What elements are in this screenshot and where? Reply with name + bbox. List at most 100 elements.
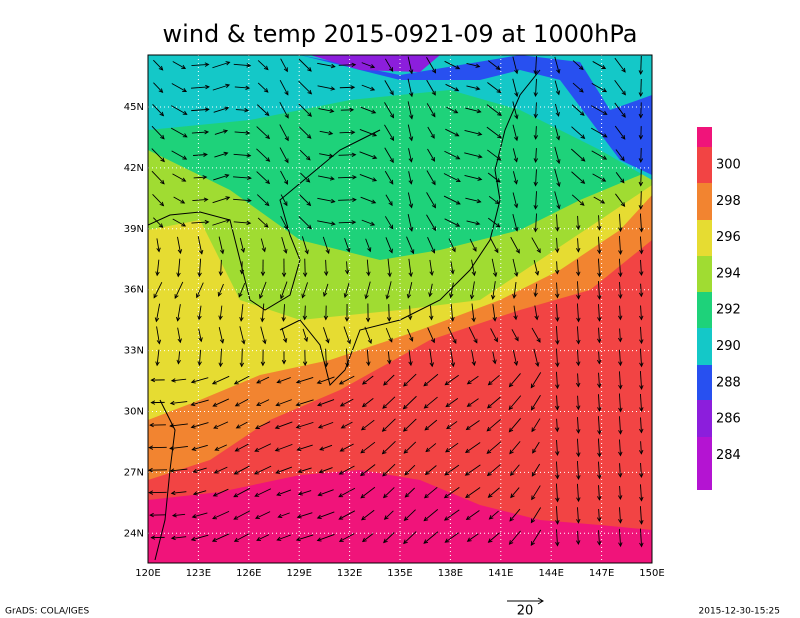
wind-vector-head — [431, 90, 436, 96]
wind-vector-head — [409, 336, 414, 342]
wind-vector-head — [639, 428, 644, 434]
wind-vector-head — [322, 292, 328, 298]
wind-vector — [577, 438, 579, 457]
wind-vector-head — [244, 108, 250, 113]
wind-vector-head — [381, 427, 387, 432]
wind-vector-head — [471, 271, 477, 277]
wind-vector-head — [533, 92, 538, 98]
wind-vector-head — [597, 452, 602, 458]
wind-vector-head — [367, 339, 372, 345]
wind-vector-head — [238, 292, 243, 298]
wind-vector-head — [408, 179, 413, 185]
wind-vector — [198, 349, 202, 366]
wind-vector-head — [218, 315, 223, 321]
wind-vector — [280, 281, 288, 299]
wind-vector — [619, 305, 621, 320]
wind-vector-head — [223, 129, 229, 134]
wind-vector — [260, 326, 266, 344]
lon-tick-label: 129E — [286, 568, 311, 579]
wind-vector-head — [149, 422, 154, 428]
lon-tick-label: 120E — [135, 568, 160, 579]
wind-vector — [487, 60, 501, 70]
wind-vector-head — [204, 107, 210, 112]
wind-vector — [235, 109, 249, 111]
wind-vector-head — [345, 362, 350, 368]
wind-vector — [233, 176, 251, 179]
wind-vector — [554, 191, 560, 209]
wind-vector-head — [192, 468, 198, 474]
wind-vector — [427, 126, 435, 139]
wind-vector-head — [295, 379, 301, 384]
wind-vector — [509, 508, 521, 522]
wind-vector-head — [534, 315, 539, 321]
wind-vector — [319, 153, 333, 157]
wind-vector-head — [488, 515, 494, 520]
wind-vector — [619, 463, 621, 477]
wind-vector — [280, 194, 288, 206]
wind-vector-head — [247, 175, 252, 181]
wind-vector — [593, 196, 605, 204]
wind-vector-head — [579, 111, 585, 116]
wind-vector — [298, 103, 312, 117]
wind-vector-head — [602, 88, 608, 93]
wind-vector-head — [638, 292, 644, 298]
wind-vector — [317, 197, 335, 203]
wind-vector — [256, 194, 270, 206]
wind-vector-head — [494, 248, 499, 254]
wind-vector-head — [361, 537, 367, 543]
wind-vector-head — [325, 338, 330, 344]
wind-vector — [360, 106, 376, 114]
wind-vector-head — [330, 86, 336, 91]
wind-vector-head — [576, 429, 581, 434]
wind-vector — [598, 351, 600, 364]
wind-vector — [591, 127, 607, 138]
wind-vector-head — [372, 177, 378, 182]
wind-vector-head — [403, 516, 409, 522]
wind-vector-head — [408, 157, 413, 163]
wind-vector-head — [638, 113, 644, 119]
wind-vector-head — [424, 470, 430, 476]
wind-vector-head — [465, 448, 470, 454]
wind-vector-head — [323, 271, 329, 277]
wind-vector — [408, 258, 412, 277]
wind-vector-head — [403, 382, 408, 387]
wind-vector — [234, 533, 250, 542]
wind-vector-head — [513, 179, 518, 185]
wind-vector — [366, 259, 370, 276]
wind-vector — [151, 148, 165, 162]
wind-vector — [256, 148, 270, 162]
wind-vector-head — [245, 130, 251, 136]
wind-vector — [213, 398, 229, 407]
wind-vector — [151, 125, 165, 140]
wind-vector — [465, 487, 481, 498]
wind-vector — [256, 376, 270, 384]
wind-vector — [534, 283, 538, 297]
wind-vector — [297, 444, 313, 451]
wind-vector-head — [182, 155, 188, 160]
wind-vector-head — [233, 380, 239, 385]
wind-vector-head — [453, 109, 459, 114]
wind-vector — [277, 377, 291, 383]
wind-vector — [556, 529, 558, 546]
wind-vector-head — [408, 361, 413, 367]
wind-vector-head — [318, 469, 324, 474]
wind-vector-head — [423, 404, 429, 409]
lon-tick-label: 138E — [438, 568, 463, 579]
wind-vector — [445, 442, 459, 453]
wind-vector — [256, 126, 270, 139]
wind-vector — [360, 441, 376, 454]
wind-vector-head — [487, 380, 493, 386]
wind-vector — [598, 372, 600, 388]
wind-vector — [577, 483, 579, 502]
wind-vector-head — [471, 361, 476, 367]
wind-vector-head — [262, 339, 267, 345]
wind-vector-head — [182, 110, 188, 115]
wind-vector-head — [496, 156, 502, 161]
wind-vector — [384, 102, 394, 118]
wind-vector-head — [576, 294, 581, 300]
wind-vector — [466, 62, 480, 68]
wind-vector-head — [638, 205, 644, 210]
wind-vector — [577, 507, 579, 523]
wind-vector-head — [477, 131, 483, 136]
wind-vector-head — [597, 474, 602, 480]
